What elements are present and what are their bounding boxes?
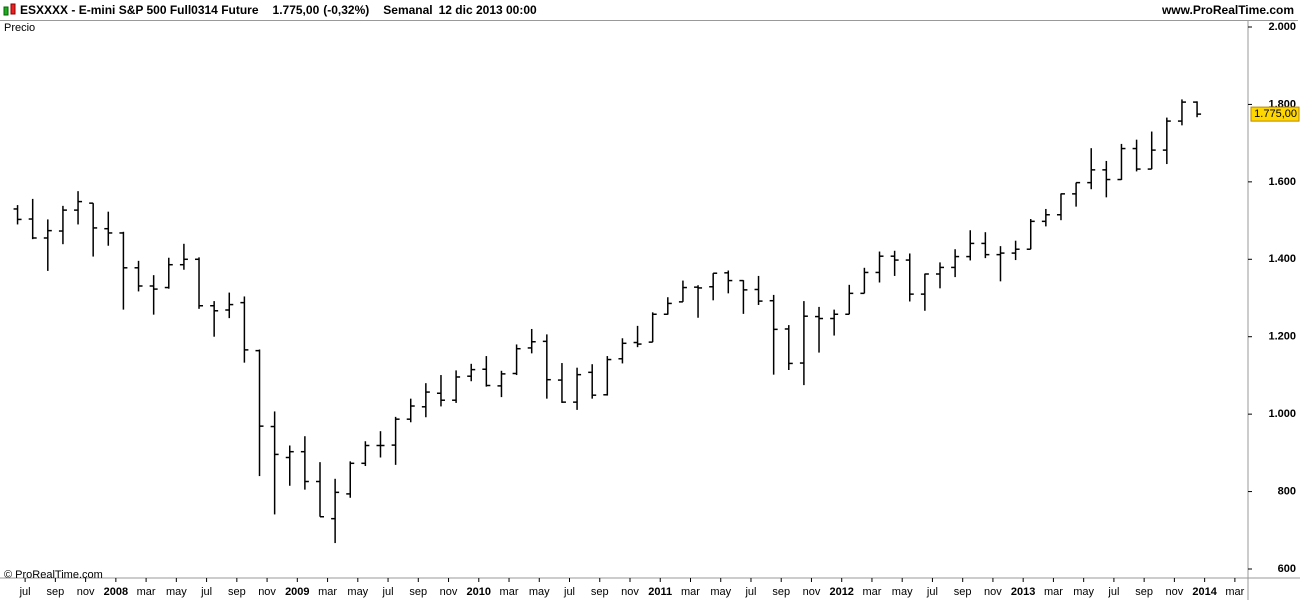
- x-tick-label: jul: [563, 586, 575, 598]
- header-bar: ESXXXX - E-mini S&P 500 Full0314 Future …: [0, 0, 1298, 21]
- last-price-tag: [1250, 106, 1300, 122]
- icon-candle: [10, 3, 16, 15]
- x-tick-label: nov: [984, 586, 1002, 598]
- x-tick-label: 2008: [104, 586, 128, 598]
- x-tick-label: may: [710, 586, 731, 598]
- x-tick-label: sep: [772, 586, 790, 598]
- y-tick-label: 1.000: [1268, 408, 1296, 420]
- x-tick-label: 2014: [1192, 586, 1217, 598]
- x-tick-label: nov: [803, 586, 821, 598]
- symbol: ESXXXX - E-mini S&P 500 Full0314 Future: [20, 3, 259, 17]
- y-tick-label: 1.200: [1268, 331, 1296, 343]
- x-tick-label: nov: [440, 586, 458, 598]
- x-tick-label: 2011: [648, 586, 672, 598]
- x-tick-label: may: [166, 586, 187, 598]
- x-tick-label: mar: [500, 586, 519, 598]
- x-tick-label: jul: [382, 586, 394, 598]
- x-tick-label: sep: [46, 586, 64, 598]
- period: Semanal: [383, 3, 433, 17]
- y-tick-label: 2.000: [1268, 21, 1296, 33]
- datetime: 12 dic 2013 00:00: [438, 3, 537, 17]
- x-tick-label: mar: [1044, 586, 1063, 598]
- x-tick-label: may: [1073, 586, 1094, 598]
- panel-label: Precio: [4, 22, 35, 34]
- change: (-0,32%): [323, 3, 370, 17]
- x-tick-label: mar: [862, 586, 881, 598]
- x-tick-label: mar: [137, 586, 156, 598]
- x-tick-label: mar: [681, 586, 700, 598]
- x-tick-label: mar: [1225, 586, 1244, 598]
- x-tick-label: nov: [77, 586, 95, 598]
- y-tick-label: 1.400: [1268, 253, 1296, 265]
- site-link[interactable]: www.ProRealTime.com: [1161, 3, 1294, 17]
- copyright: © ProRealTime.com: [4, 569, 103, 581]
- x-tick-label: mar: [318, 586, 337, 598]
- x-tick-label: nov: [621, 586, 639, 598]
- x-tick-label: 2009: [285, 586, 309, 598]
- x-tick-label: may: [529, 586, 550, 598]
- x-tick-label: 2012: [829, 586, 853, 598]
- x-tick-label: may: [892, 586, 913, 598]
- icon-candle: [3, 6, 9, 16]
- x-tick-label: sep: [228, 586, 246, 598]
- y-tick-label: 1.600: [1268, 176, 1296, 188]
- x-tick-label: jul: [1107, 586, 1119, 598]
- y-tick-label: 800: [1278, 485, 1296, 497]
- last-price: 1.775,00: [272, 3, 320, 17]
- x-tick-label: may: [347, 586, 368, 598]
- x-tick-label: sep: [954, 586, 972, 598]
- last-price-label: 1.775,00: [1254, 108, 1297, 120]
- x-tick-label: jul: [19, 586, 31, 598]
- x-tick-label: 2010: [467, 586, 491, 598]
- app-icon: [3, 3, 16, 16]
- x-tick-label: sep: [409, 586, 427, 598]
- x-tick-label: jul: [200, 586, 212, 598]
- y-tick-label: 600: [1278, 563, 1296, 575]
- x-tick-label: nov: [1166, 586, 1184, 598]
- x-tick-label: nov: [258, 586, 276, 598]
- x-tick-label: jul: [744, 586, 756, 598]
- x-tick-label: 2013: [1011, 586, 1035, 598]
- x-tick-label: sep: [1135, 586, 1153, 598]
- x-tick-label: jul: [926, 586, 938, 598]
- x-tick-label: sep: [591, 586, 609, 598]
